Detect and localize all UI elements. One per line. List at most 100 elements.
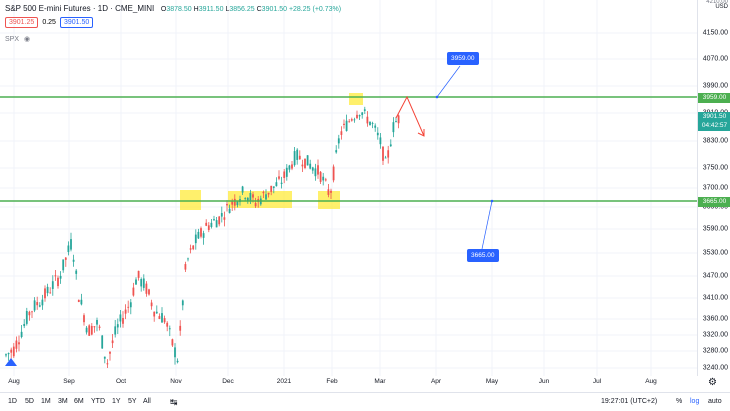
timeframe-1m[interactable]: 1M xyxy=(41,398,51,405)
candle xyxy=(210,219,213,229)
calendar-range-icon[interactable]: ↹ xyxy=(170,397,178,407)
candle xyxy=(49,287,52,294)
percent-toggle[interactable]: % xyxy=(676,398,683,405)
timeframe-6m[interactable]: 6M xyxy=(74,398,84,405)
timeframe-5y[interactable]: 5Y xyxy=(128,398,137,405)
candle xyxy=(98,324,101,331)
spread-value: 0.25 xyxy=(42,19,56,26)
candle xyxy=(174,343,176,365)
candle xyxy=(25,307,28,326)
countdown-label: 04:42:57 xyxy=(698,121,730,131)
time-tick: Jun xyxy=(538,378,550,385)
candle xyxy=(324,177,327,182)
candle xyxy=(218,215,221,227)
timeframe-all[interactable]: All xyxy=(143,398,151,405)
price-tick: 3280.00 xyxy=(702,347,728,355)
candle xyxy=(213,215,215,221)
candle xyxy=(200,226,202,239)
highlight-zone xyxy=(318,191,340,209)
bottom-toolbar: 1D 5D 1M 3M 6M YTD 1Y 5Y All ↹ 19:27:01 (UTC+2) … xyxy=(0,392,730,411)
time-tick: Nov xyxy=(170,378,182,385)
candle xyxy=(122,311,124,328)
candle xyxy=(119,309,122,328)
timeframe-ytd[interactable]: YTD xyxy=(91,398,105,405)
indicator-name[interactable]: SPX xyxy=(5,36,20,43)
candle xyxy=(376,127,379,140)
symbol-title[interactable]: S&P 500 E-mini Futures · 1D · CME_MINI xyxy=(5,4,155,13)
candle xyxy=(129,298,132,315)
candle xyxy=(280,176,283,189)
gear-icon[interactable]: ⚙ xyxy=(708,377,717,388)
candle xyxy=(166,321,169,332)
candle xyxy=(298,150,301,160)
time-tick: May xyxy=(485,378,499,385)
timeframe-3m[interactable]: 3M xyxy=(58,398,68,405)
price-tick: 3410.00 xyxy=(702,294,728,302)
callout-lower[interactable]: 3665.00 xyxy=(467,249,499,262)
callout-upper[interactable]: 3959.00 xyxy=(447,52,479,65)
candle xyxy=(275,177,278,187)
candle xyxy=(135,277,137,285)
drawings xyxy=(0,65,697,366)
candle xyxy=(361,111,364,119)
candle xyxy=(7,352,10,361)
trade-buttons: 3901.25 0.25 3901.50 xyxy=(5,17,94,28)
candle xyxy=(10,347,13,359)
candle xyxy=(233,194,236,211)
candle xyxy=(272,186,275,194)
timeframe-1y[interactable]: 1Y xyxy=(112,398,121,405)
time-axis[interactable]: Aug Sep Oct Nov Dec 2021 Feb Mar Apr May Jun Jul Aug xyxy=(0,376,697,388)
candle xyxy=(350,117,353,122)
candle xyxy=(356,110,358,120)
price-tick: 3590.00 xyxy=(702,225,728,233)
callout-leader-upper xyxy=(436,65,461,98)
candle xyxy=(137,270,140,281)
candle xyxy=(192,244,195,251)
ohlc-values: O3878.50 H3911.50 L3856.25 C3901.50 +28.… xyxy=(160,6,342,13)
price-tick: 3360.00 xyxy=(702,315,728,323)
time-tick: Aug xyxy=(645,378,657,385)
candle xyxy=(382,146,384,165)
log-toggle[interactable]: log xyxy=(690,398,700,405)
clock: 19:27:01 (UTC+2) xyxy=(601,398,658,405)
candle xyxy=(309,159,312,170)
candle xyxy=(18,335,20,352)
candle xyxy=(44,285,46,302)
candle xyxy=(226,200,228,212)
candle xyxy=(145,281,148,297)
candle xyxy=(345,114,348,132)
timeframe-1d[interactable]: 1D xyxy=(8,398,17,405)
timeframe-5d[interactable]: 5D xyxy=(25,398,34,405)
price-tick: 3830.00 xyxy=(702,137,728,145)
auto-toggle[interactable]: auto xyxy=(708,398,722,405)
buy-button[interactable]: 3901.50 xyxy=(59,17,94,28)
candle xyxy=(93,326,96,333)
price-axis[interactable]: 4150.004070.003990.003910.003830.003750.… xyxy=(697,0,730,376)
indicator-row: SPX ◉ xyxy=(5,35,30,43)
candle xyxy=(64,256,67,267)
candle xyxy=(314,163,317,181)
price-tick: 3650.00 xyxy=(702,203,728,211)
candle xyxy=(215,217,218,228)
candle xyxy=(194,229,197,250)
candle xyxy=(88,324,91,336)
candle xyxy=(337,134,340,149)
candle xyxy=(335,145,338,154)
candle xyxy=(291,161,293,171)
candle xyxy=(150,299,153,310)
candle xyxy=(171,338,174,347)
price-chart[interactable] xyxy=(0,0,697,376)
candle xyxy=(85,326,88,335)
candle xyxy=(384,155,387,159)
sell-button[interactable]: 3901.25 xyxy=(5,17,39,28)
current-price-label: 3901.50 xyxy=(698,112,730,122)
candle xyxy=(12,343,15,359)
candle xyxy=(36,296,39,310)
eye-icon[interactable]: ◉ xyxy=(23,36,31,43)
candle xyxy=(296,148,299,165)
candle xyxy=(116,318,119,335)
price-tick: 3470.00 xyxy=(702,272,728,280)
candle xyxy=(236,200,239,208)
time-tick: Apr xyxy=(430,378,442,385)
highlight-zone xyxy=(349,93,363,105)
